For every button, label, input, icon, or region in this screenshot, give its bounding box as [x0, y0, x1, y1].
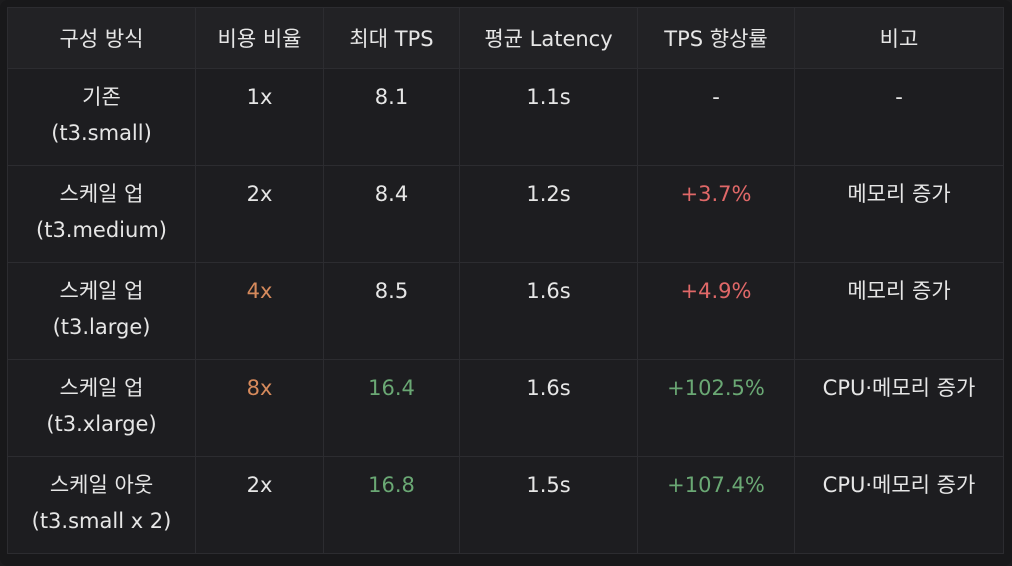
header-latency: 평균 Latency: [459, 7, 638, 69]
config-name: 스케일 업: [59, 279, 144, 303]
header-max-tps: 최대 TPS: [323, 7, 460, 69]
cell-latency: 1.5s: [459, 456, 638, 554]
header-cost: 비용 비율: [195, 7, 324, 69]
cell-tps-gain: +107.4%: [637, 456, 795, 554]
cell-tps-gain: -: [637, 68, 795, 166]
comparison-table: 구성 방식 비용 비율 최대 TPS 평균 Latency TPS 향상률 비고…: [7, 7, 1004, 554]
cell-latency: 1.1s: [459, 68, 638, 166]
table-row: 스케일 업 (t3.xlarge) 8x 16.4 1.6s +102.5% C…: [7, 359, 1004, 457]
cell-cost: 2x: [195, 165, 324, 263]
config-name: 스케일 업: [59, 182, 144, 206]
cell-cost: 4x: [195, 262, 324, 360]
header-config: 구성 방식: [7, 7, 196, 69]
config-name: 스케일 아웃: [49, 473, 154, 497]
config-instance: (t3.small): [51, 121, 152, 145]
table-row: 스케일 업 (t3.large) 4x 8.5 1.6s +4.9% 메모리 증…: [7, 262, 1004, 360]
config-instance: (t3.medium): [36, 218, 167, 242]
cell-config: 스케일 업 (t3.large): [7, 262, 196, 360]
table-header-row: 구성 방식 비용 비율 최대 TPS 평균 Latency TPS 향상률 비고: [7, 7, 1004, 69]
cell-config: 기존 (t3.small): [7, 68, 196, 166]
header-tps-gain: TPS 향상률: [637, 7, 795, 69]
cell-note: -: [794, 68, 1004, 166]
cell-max-tps: 16.4: [323, 359, 460, 457]
config-name: 기존: [82, 85, 121, 109]
cell-latency: 1.6s: [459, 359, 638, 457]
cell-note: CPU·메모리 증가: [794, 359, 1004, 457]
cell-latency: 1.2s: [459, 165, 638, 263]
cell-max-tps: 8.1: [323, 68, 460, 166]
cell-note: 메모리 증가: [794, 165, 1004, 263]
cell-tps-gain: +3.7%: [637, 165, 795, 263]
cell-config: 스케일 업 (t3.medium): [7, 165, 196, 263]
cell-cost: 1x: [195, 68, 324, 166]
cell-tps-gain: +102.5%: [637, 359, 795, 457]
table-row: 기존 (t3.small) 1x 8.1 1.1s - -: [7, 68, 1004, 166]
cell-max-tps: 16.8: [323, 456, 460, 554]
cell-tps-gain: +4.9%: [637, 262, 795, 360]
cell-max-tps: 8.5: [323, 262, 460, 360]
cell-note: 메모리 증가: [794, 262, 1004, 360]
config-instance: (t3.large): [52, 315, 151, 339]
cell-max-tps: 8.4: [323, 165, 460, 263]
cell-config: 스케일 업 (t3.xlarge): [7, 359, 196, 457]
cell-cost: 8x: [195, 359, 324, 457]
cell-cost: 2x: [195, 456, 324, 554]
config-instance: (t3.small x 2): [31, 509, 172, 533]
cell-note: CPU·메모리 증가: [794, 456, 1004, 554]
table-row: 스케일 업 (t3.medium) 2x 8.4 1.2s +3.7% 메모리 …: [7, 165, 1004, 263]
cell-config: 스케일 아웃 (t3.small x 2): [7, 456, 196, 554]
config-instance: (t3.xlarge): [46, 412, 157, 436]
cell-latency: 1.6s: [459, 262, 638, 360]
config-name: 스케일 업: [59, 376, 144, 400]
header-note: 비고: [794, 7, 1004, 69]
table-row: 스케일 아웃 (t3.small x 2) 2x 16.8 1.5s +107.…: [7, 456, 1004, 554]
